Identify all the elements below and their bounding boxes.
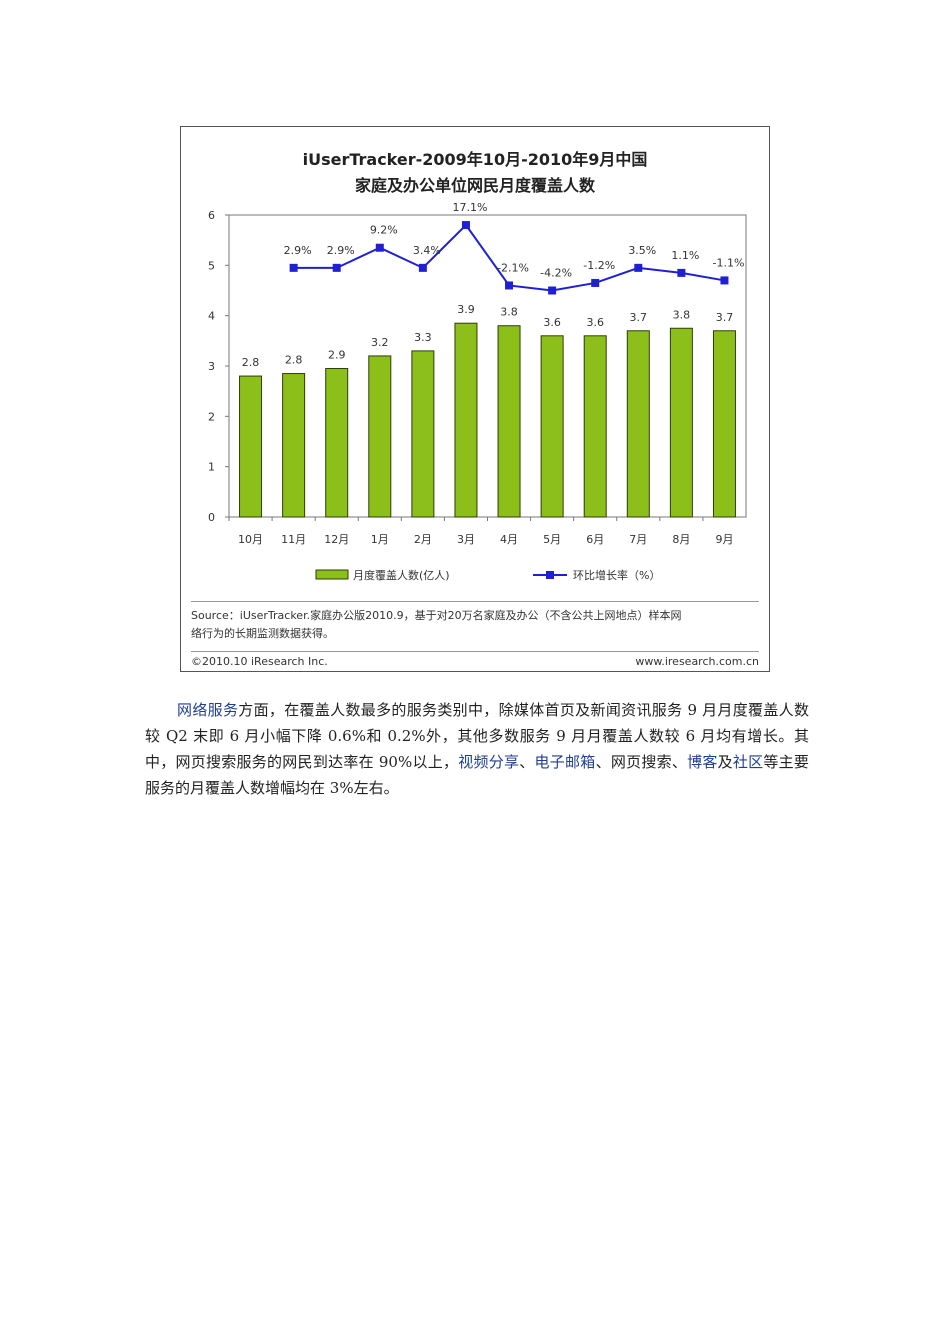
link-network-service[interactable]: 网络服务: [177, 701, 239, 719]
growth-rate-point: [720, 276, 729, 285]
chart-footer: ©2010.10 iResearch Inc. www.iresearch.co…: [191, 655, 759, 668]
y-tick-label: 1: [208, 461, 215, 474]
bar-label: 3.3: [414, 331, 432, 344]
growth-rate-point: [461, 221, 470, 230]
link-blog[interactable]: 博客: [687, 753, 718, 771]
bar: [239, 375, 263, 518]
growth-rate-point: [289, 263, 298, 272]
link-email[interactable]: 电子邮箱: [534, 753, 596, 771]
growth-rate-point: [418, 263, 427, 272]
bar: [282, 373, 306, 518]
bar: [497, 325, 521, 518]
bar-label: 3.7: [716, 311, 734, 324]
growth-rate-label: 3.5%: [628, 244, 656, 257]
body-paragraph: 网络服务方面，在覆盖人数最多的服务类别中，除媒体首页及新闻资讯服务 9 月月度覆…: [145, 697, 809, 801]
growth-rate-label: -1.1%: [712, 256, 744, 269]
y-tick-label: 6: [208, 209, 215, 222]
text-segment: 等主要服务的月覆盖人数增幅均在 3%左右。: [145, 753, 809, 797]
bar-label: 3.8: [500, 306, 517, 319]
growth-rate-point: [548, 286, 557, 295]
x-tick-label: 8月: [672, 533, 690, 546]
legend-bar-swatch: [315, 569, 349, 580]
growth-rate-point: [332, 263, 341, 272]
legend-line-marker: [546, 571, 554, 579]
growth-rate-label: 9.2%: [370, 224, 398, 237]
x-tick-label: 12月: [324, 533, 349, 546]
y-tick-label: 2: [208, 410, 215, 423]
source-note: Source：iUserTracker.家庭办公版2010.9，基于对20万名家…: [191, 607, 759, 643]
x-tick-label: 2月: [414, 533, 432, 546]
bar-label: 2.8: [285, 354, 303, 367]
growth-rate-label: 2.9%: [327, 244, 355, 257]
bar-label: 3.9: [457, 303, 475, 316]
chart-figure: iUserTracker-2009年10月-2010年9月中国 家庭及办公单位网…: [180, 126, 770, 672]
source-divider: [191, 601, 759, 602]
chart-title-line2: 家庭及办公单位网民月度覆盖人数: [355, 176, 596, 195]
bar-label: 2.9: [328, 349, 346, 362]
growth-rate-label: 1.1%: [671, 249, 699, 262]
text-segment: 方面，在覆盖人数最多的服务类别中，除媒体首页及新闻资讯服务 9 月月度覆盖人数较…: [145, 701, 809, 771]
y-tick-label: 3: [208, 360, 215, 373]
text-segment: 、: [519, 753, 535, 771]
bar: [669, 327, 693, 518]
bar: [583, 335, 607, 518]
legend: 月度覆盖人数(亿人) 环比增长率（%）: [315, 568, 660, 582]
copyright: ©2010.10 iResearch Inc.: [191, 655, 328, 668]
y-tick-label: 4: [208, 310, 215, 323]
growth-rate-label: -1.2%: [583, 259, 615, 272]
bar: [454, 322, 478, 518]
growth-rate-point: [505, 281, 514, 290]
bar: [712, 330, 736, 518]
bar: [325, 368, 349, 518]
x-tick-label: 3月: [457, 533, 475, 546]
bar-label: 3.6: [543, 316, 561, 329]
growth-rate-label: -2.1%: [497, 261, 529, 274]
growth-rate-label: 3.4%: [413, 244, 441, 257]
source-line2: 络行为的长期监测数据获得。: [191, 627, 334, 640]
footer-divider: [191, 651, 759, 652]
bar: [540, 335, 564, 518]
growth-rate-label: 2.9%: [284, 244, 312, 257]
x-tick-label: 5月: [543, 533, 561, 546]
growth-rate-point: [677, 268, 686, 277]
x-tick-label: 4月: [500, 533, 518, 546]
bar: [411, 350, 435, 518]
source-line1: Source：iUserTracker.家庭办公版2010.9，基于对20万名家…: [191, 609, 682, 622]
growth-rate-label: 17.1%: [452, 201, 487, 214]
chart: iUserTracker-2009年10月-2010年9月中国 家庭及办公单位网…: [208, 150, 747, 582]
x-tick-label: 9月: [715, 533, 733, 546]
legend-line-label: 环比增长率（%）: [573, 568, 660, 582]
link-community[interactable]: 社区: [732, 753, 764, 771]
text-segment: 及: [717, 753, 733, 771]
y-tick-label: 0: [208, 511, 215, 524]
bar-label: 3.2: [371, 336, 389, 349]
bar-label: 3.7: [630, 311, 648, 324]
growth-rate-point: [375, 243, 384, 252]
bar: [368, 355, 392, 518]
legend-bar-label: 月度覆盖人数(亿人): [353, 568, 450, 582]
growth-rate-point: [634, 263, 643, 272]
website: www.iresearch.com.cn: [635, 655, 759, 668]
x-tick-label: 1月: [371, 533, 389, 546]
bar-label: 3.8: [673, 308, 691, 321]
bar-label: 3.6: [586, 316, 604, 329]
text-segment: 、网页搜索、: [595, 753, 688, 771]
x-tick-label: 6月: [586, 533, 604, 546]
growth-rate-label: -4.2%: [540, 267, 572, 280]
link-video-sharing[interactable]: 视频分享: [458, 753, 520, 771]
plot-area: 0 1 2 3 4 5 6 2.8 2.8 2.9 3.2 3.3 3.9 3.8 3.6 3.6 3.7 3.8…: [208, 201, 747, 546]
growth-rate-point: [591, 278, 600, 287]
chart-title-line1: iUserTracker-2009年10月-2010年9月中国: [303, 150, 648, 169]
plot-frame: [228, 214, 747, 518]
x-tick-label: 11月: [281, 533, 306, 546]
bar: [626, 330, 650, 518]
y-tick-label: 5: [208, 259, 215, 272]
x-tick-label: 7月: [629, 533, 647, 546]
bar-label: 2.8: [242, 356, 260, 369]
x-tick-label: 10月: [238, 533, 263, 546]
